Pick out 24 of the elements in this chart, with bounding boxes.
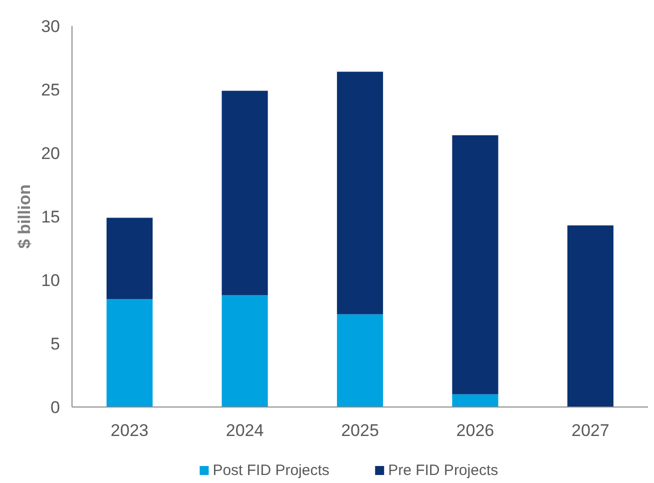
bar (452, 135, 498, 394)
bar (106, 299, 153, 407)
legend-label: Pre FID Projects (388, 462, 498, 479)
y-tick-label: 5 (50, 334, 60, 354)
y-tick-label: 25 (41, 80, 60, 100)
bar (106, 218, 153, 300)
y-tick-label: 0 (50, 398, 60, 417)
bar (452, 394, 498, 407)
x-tick-label: 2025 (341, 421, 379, 440)
legend-label: Post FID Projects (212, 462, 330, 479)
bar (222, 295, 268, 407)
y-tick-label: 15 (41, 207, 60, 226)
y-tick-label: 30 (41, 16, 60, 36)
y-tick-label: 20 (41, 144, 60, 163)
bar (336, 72, 384, 314)
x-tick-label: 2026 (456, 421, 494, 440)
bar (567, 225, 614, 407)
bar (222, 90, 268, 296)
bar (336, 314, 384, 407)
x-tick-label: 2027 (571, 421, 610, 440)
y-axis-title: $ billion (15, 184, 34, 249)
y-tick-label: 10 (41, 270, 60, 290)
x-tick-label: 2024 (226, 421, 264, 440)
x-tick-label: 2023 (110, 421, 149, 440)
